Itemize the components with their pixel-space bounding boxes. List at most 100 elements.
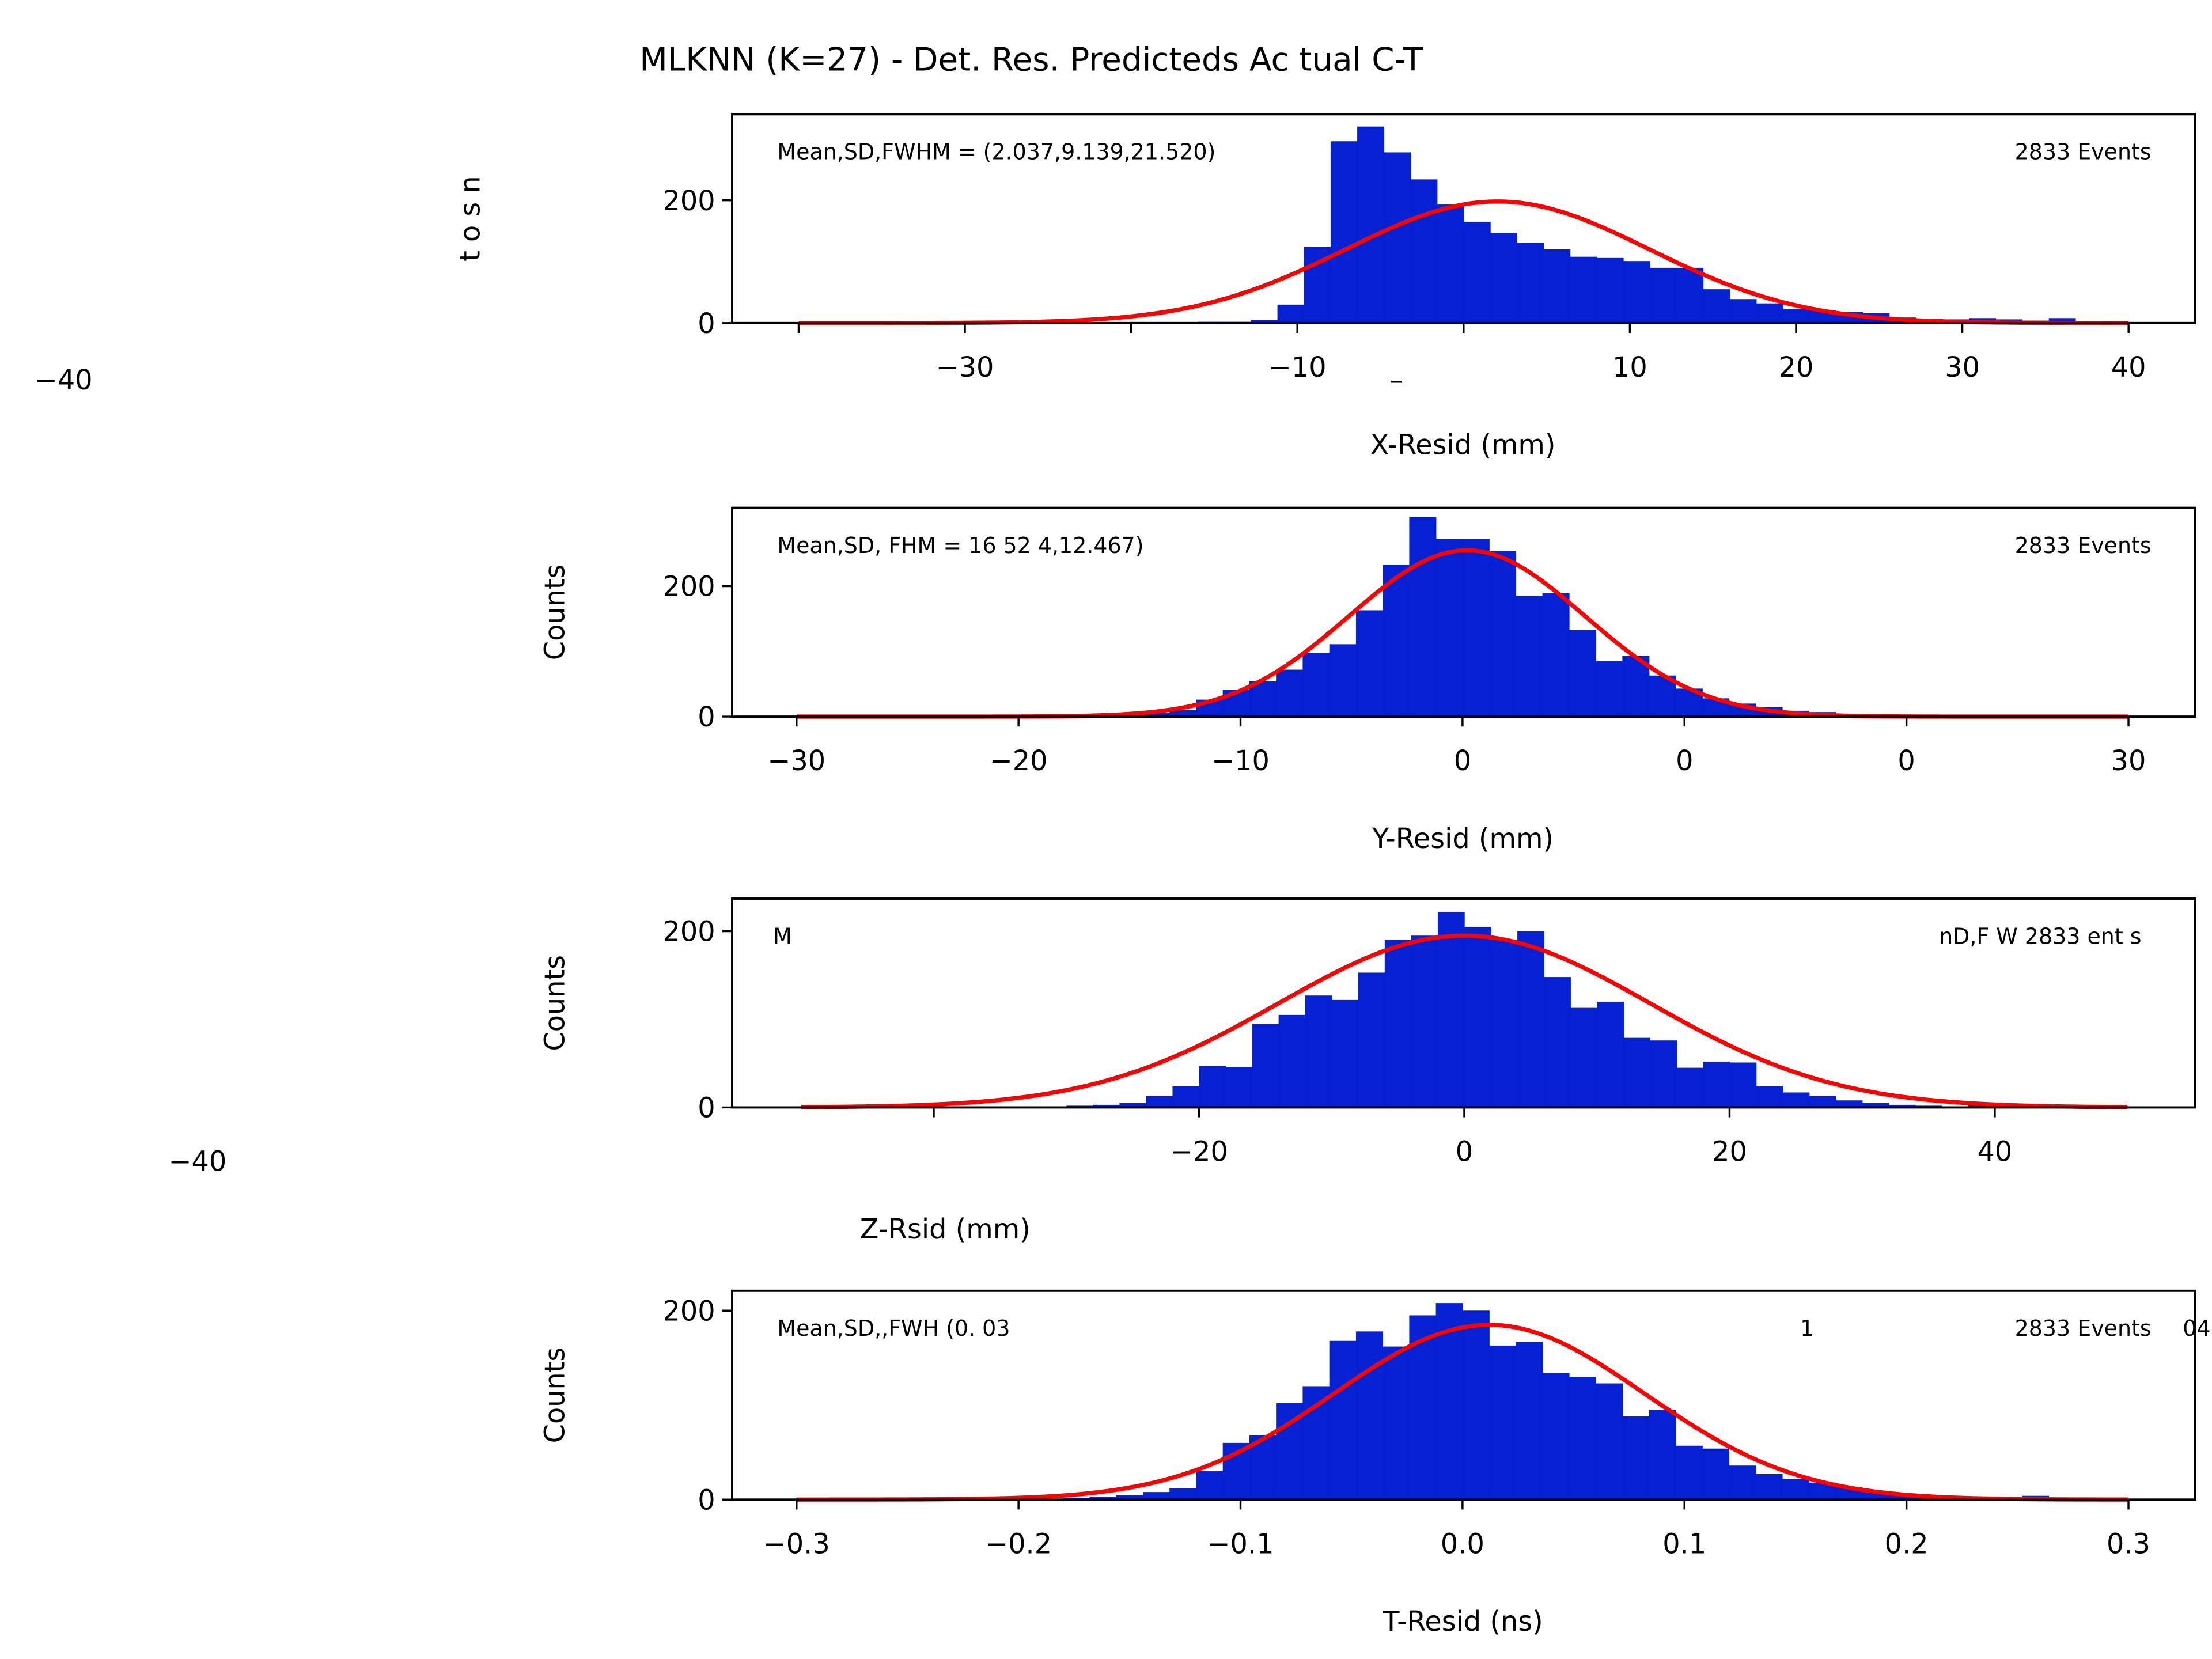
bar [1410, 179, 1438, 323]
x-axis-label: Z-Rsid (mm) [860, 1214, 1031, 1245]
annotation: M [773, 923, 792, 949]
bar [1252, 1024, 1279, 1108]
bar [1199, 1066, 1226, 1108]
bar [1649, 1410, 1676, 1500]
bar [1862, 1103, 1889, 1108]
bar [1516, 1342, 1543, 1500]
bar [1835, 1100, 1863, 1108]
x-tick-label: 0.3 [2107, 1528, 2150, 1560]
bar [1649, 675, 1676, 717]
bar [1570, 1007, 1597, 1108]
x-tick-label: 0 [1454, 745, 1471, 777]
x-tick-label: −10 [1211, 745, 1270, 777]
x-tick-label: −20 [1170, 1137, 1228, 1168]
x-tick-label: −30 [936, 352, 994, 384]
bar [1491, 940, 1518, 1108]
bar [2048, 318, 2076, 323]
bar [1569, 1377, 1596, 1500]
y-axis-label: Counts [540, 1347, 571, 1444]
bar [1489, 1345, 1517, 1500]
x-tick-label: 40 [2111, 352, 2146, 384]
bar [1597, 1001, 1624, 1108]
bar [1276, 669, 1304, 717]
y-axis-label: Counts [540, 565, 571, 661]
bar [1172, 1086, 1200, 1108]
bar [1384, 940, 1412, 1108]
bar [1411, 935, 1438, 1108]
annotation: nD,F W 2833 ent s [1939, 923, 2141, 949]
x-tick-label: 0.1 [1662, 1528, 1706, 1560]
bar [1675, 1445, 1703, 1500]
axes-frame [731, 506, 2196, 718]
bar [1703, 289, 1730, 323]
bar [1569, 630, 1596, 717]
bar [1329, 1340, 1357, 1500]
bar [1382, 565, 1410, 717]
y-tick-label: 0 [698, 1484, 715, 1516]
y-tick-label: 200 [662, 571, 715, 603]
bar [1542, 1373, 1570, 1500]
bar [1464, 926, 1491, 1108]
bar [1570, 256, 1597, 323]
bar [1437, 204, 1464, 323]
bar [1729, 1465, 1756, 1500]
y-tick-label: 0 [698, 308, 715, 340]
bar [1888, 1495, 1916, 1500]
y-tick-label: 200 [662, 916, 715, 948]
bar [1650, 1040, 1677, 1108]
y-tick-label: 200 [662, 1296, 715, 1327]
bar [1623, 261, 1650, 323]
axes-frame [731, 1289, 2196, 1501]
bar [1517, 931, 1544, 1108]
x-tick-label: 30 [2111, 745, 2146, 777]
x-tick-label: −10 [1268, 352, 1327, 384]
y-tick-label: 200 [662, 185, 715, 217]
bar [1462, 1310, 1490, 1500]
stray-label: −40 [168, 1146, 226, 1178]
bar [1463, 221, 1491, 323]
bar [1305, 995, 1332, 1108]
x-tick-label: −30 [767, 745, 825, 777]
bar [1355, 610, 1383, 717]
bar [1225, 1067, 1253, 1108]
bar [1729, 1062, 1757, 1108]
x-tick-label: −20 [990, 745, 1048, 777]
bar [1146, 1096, 1173, 1108]
bar [1676, 267, 1704, 323]
x-axis-label: X-Resid (mm) [1370, 430, 1556, 461]
bar [1142, 713, 1170, 717]
bar [1622, 1416, 1650, 1500]
bar [1782, 1092, 1810, 1108]
bar [1435, 539, 1463, 717]
bar [1809, 1096, 1836, 1108]
bar [1119, 1103, 1147, 1108]
bar [1650, 267, 1677, 323]
bar [1358, 972, 1385, 1108]
bar [1435, 1303, 1463, 1500]
bar [1093, 1104, 1120, 1108]
bar [1357, 126, 1385, 323]
bar [1384, 152, 1411, 323]
bar [1755, 1474, 1783, 1500]
bar [1329, 644, 1357, 717]
fit-curve [796, 1323, 2128, 1502]
bar [1544, 977, 1571, 1108]
bar [1623, 1037, 1651, 1108]
bar [1331, 999, 1359, 1108]
x-tick-label: 0.0 [1441, 1528, 1484, 1560]
bar [1782, 1479, 1809, 1500]
x-axis-label: Y-Resid (mm) [1372, 823, 1554, 855]
bar [1277, 304, 1305, 323]
bar [1729, 299, 1757, 323]
bar [1543, 249, 1571, 323]
bar [1596, 661, 1623, 717]
bar [1196, 1471, 1224, 1500]
bar [1302, 653, 1330, 717]
bar [1116, 1495, 1143, 1500]
x-tick-label: 20 [1712, 1137, 1747, 1168]
bar [1382, 1346, 1410, 1500]
y-axis-label: t o s n [455, 176, 487, 262]
